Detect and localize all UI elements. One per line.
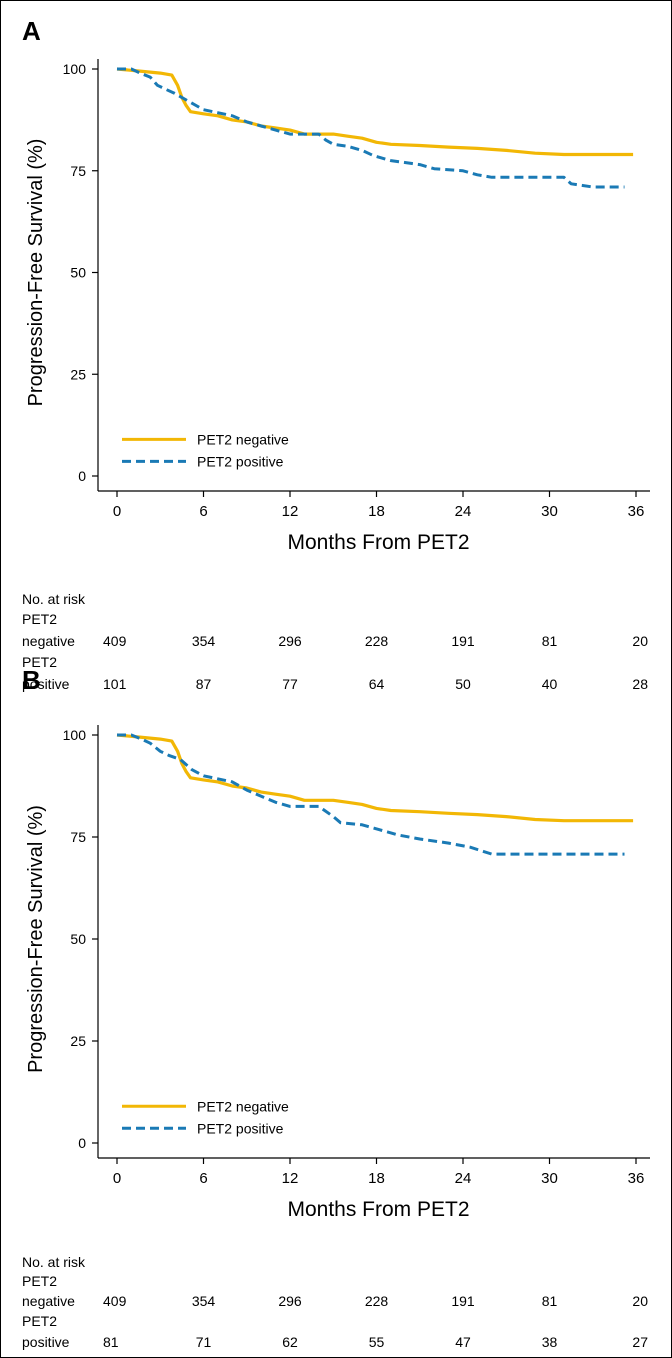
risk-value: 55	[369, 1334, 385, 1350]
x-tick-label: 36	[628, 503, 645, 520]
risk-value: 87	[196, 676, 212, 692]
risk-value: 20	[632, 1293, 648, 1309]
y-tick-label: 0	[78, 1135, 86, 1151]
risk-value: 62	[282, 1334, 298, 1350]
legend-label: PET2 negative	[197, 1098, 289, 1114]
x-tick-label: 18	[368, 1170, 385, 1187]
x-tick-label: 24	[455, 1170, 472, 1187]
risk-value: 47	[455, 1334, 471, 1350]
risk-value: 28	[632, 676, 648, 692]
x-axis-label: Months From PET2	[287, 1198, 469, 1221]
risk-value: 354	[192, 1293, 216, 1309]
x-axis-label: Months From PET2	[287, 531, 469, 554]
x-tick-label: 30	[541, 503, 558, 520]
series-line-pet2-positive	[117, 733, 625, 856]
risk-row-label: PET2	[22, 1273, 57, 1289]
x-tick-label: 0	[113, 503, 121, 520]
risk-row-label: positive	[22, 1334, 70, 1350]
risk-value: 40	[542, 676, 558, 692]
x-tick-label: 24	[455, 503, 472, 520]
series-line-pet2-negative	[116, 733, 634, 823]
risk-value: 191	[451, 1293, 475, 1309]
risk-row-label: positive	[22, 676, 70, 692]
risk-row-label: negative	[22, 633, 75, 649]
x-tick-label: 30	[541, 1170, 558, 1187]
x-tick-label: 12	[282, 503, 299, 520]
y-tick-label: 75	[70, 163, 86, 179]
risk-value: 409	[103, 1293, 127, 1309]
risk-value: 81	[542, 1293, 558, 1309]
risk-value: 354	[192, 633, 216, 649]
risk-row-label: PET2	[22, 654, 57, 670]
legend-label: PET2 negative	[197, 431, 289, 447]
risk-value: 228	[365, 633, 389, 649]
risk-value: 101	[103, 676, 127, 692]
y-tick-label: 0	[78, 468, 86, 484]
x-tick-label: 0	[113, 1170, 121, 1187]
risk-value: 20	[632, 633, 648, 649]
legend-label: PET2 positive	[197, 453, 284, 469]
y-axis-label: Progression-Free Survival (%)	[25, 139, 47, 407]
series-line-pet2-positive	[117, 67, 625, 189]
risk-row-label: negative	[22, 1293, 75, 1309]
risk-table-title: No. at risk	[22, 591, 86, 607]
legend-label: PET2 positive	[197, 1120, 284, 1136]
panel-label: B	[22, 665, 41, 695]
risk-value: 50	[455, 676, 471, 692]
y-tick-label: 50	[70, 931, 86, 947]
panel-label: A	[22, 16, 41, 46]
risk-value: 409	[103, 633, 127, 649]
y-tick-label: 100	[63, 727, 87, 743]
risk-value: 81	[542, 633, 558, 649]
risk-value: 191	[451, 633, 475, 649]
chart-panel-b: B 0 25 50 75 100 0 6 12 18 24 30 36 Months From PET2 P…	[22, 665, 650, 1350]
x-tick-label: 6	[199, 1170, 207, 1187]
risk-value: 228	[365, 1293, 389, 1309]
risk-value: 38	[542, 1334, 558, 1350]
risk-value: 71	[196, 1334, 212, 1350]
x-tick-label: 18	[368, 503, 385, 520]
y-tick-label: 75	[70, 829, 86, 845]
risk-row-label: PET2	[22, 611, 57, 627]
x-tick-label: 36	[628, 1170, 645, 1187]
y-axis-label: Progression-Free Survival (%)	[25, 805, 47, 1073]
y-tick-label: 50	[70, 265, 86, 281]
series-line-pet2-negative	[116, 67, 634, 157]
chart-panel-a: A 0 25 50 75 100 0 6 12 18 24 30 36 Months From PET2 P…	[22, 16, 650, 692]
risk-value: 81	[103, 1334, 119, 1350]
x-tick-label: 12	[282, 1170, 299, 1187]
risk-value: 27	[632, 1334, 648, 1350]
risk-table-title: No. at risk	[22, 1254, 86, 1270]
risk-row-label: PET2	[22, 1313, 57, 1329]
y-tick-label: 25	[70, 1033, 86, 1049]
risk-value: 296	[278, 1293, 302, 1309]
y-tick-label: 25	[70, 366, 86, 382]
risk-value: 296	[278, 633, 302, 649]
x-tick-label: 6	[199, 503, 207, 520]
risk-value: 64	[369, 676, 385, 692]
risk-value: 77	[282, 676, 298, 692]
y-tick-label: 100	[63, 61, 87, 77]
